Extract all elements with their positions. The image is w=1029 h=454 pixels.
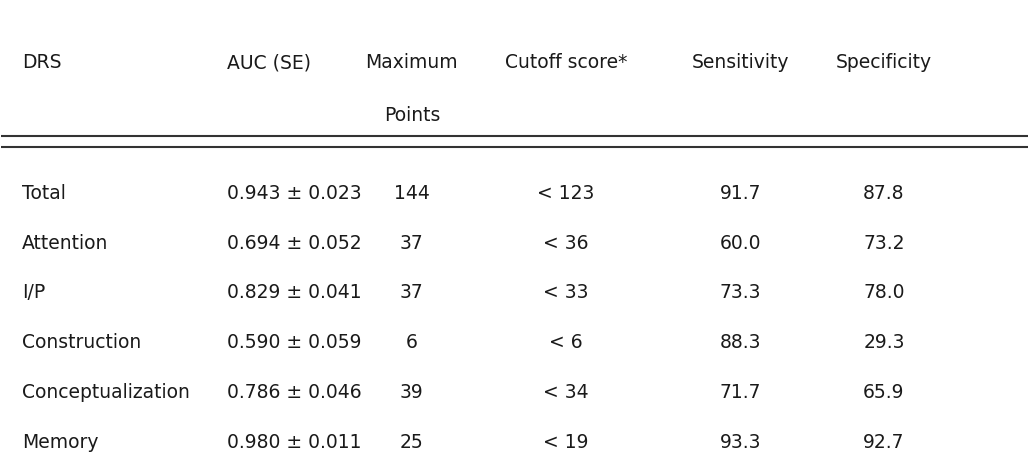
Text: Points: Points [384,105,440,124]
Text: 87.8: 87.8 [863,184,904,202]
Text: < 123: < 123 [537,184,595,202]
Text: 6: 6 [405,333,418,352]
Text: Total: Total [22,184,66,202]
Text: Construction: Construction [22,333,141,352]
Text: < 34: < 34 [543,383,589,402]
Text: 73.2: 73.2 [863,233,904,252]
Text: 71.7: 71.7 [719,383,761,402]
Text: Attention: Attention [22,233,108,252]
Text: Sensitivity: Sensitivity [691,54,789,73]
Text: 0.829 ± 0.041: 0.829 ± 0.041 [227,283,362,302]
Text: AUC (SE): AUC (SE) [227,54,311,73]
Text: 93.3: 93.3 [719,433,761,452]
Text: Memory: Memory [22,433,99,452]
Text: Cutoff score*: Cutoff score* [504,54,627,73]
Text: < 36: < 36 [543,233,589,252]
Text: < 33: < 33 [543,283,589,302]
Text: 65.9: 65.9 [863,383,904,402]
Text: 60.0: 60.0 [719,233,761,252]
Text: 78.0: 78.0 [863,283,904,302]
Text: 25: 25 [400,433,424,452]
Text: 73.3: 73.3 [719,283,761,302]
Text: I/P: I/P [22,283,45,302]
Text: 0.943 ± 0.023: 0.943 ± 0.023 [227,184,362,202]
Text: < 19: < 19 [543,433,589,452]
Text: Maximum: Maximum [365,54,458,73]
Text: 37: 37 [400,233,424,252]
Text: 0.590 ± 0.059: 0.590 ± 0.059 [227,333,361,352]
Text: 0.980 ± 0.011: 0.980 ± 0.011 [227,433,361,452]
Text: Specificity: Specificity [836,54,932,73]
Text: < 6: < 6 [549,333,582,352]
Text: Conceptualization: Conceptualization [22,383,189,402]
Text: 39: 39 [400,383,424,402]
Text: 91.7: 91.7 [719,184,761,202]
Text: 29.3: 29.3 [863,333,904,352]
Text: 37: 37 [400,283,424,302]
Text: 0.786 ± 0.046: 0.786 ± 0.046 [227,383,362,402]
Text: 88.3: 88.3 [719,333,761,352]
Text: 0.694 ± 0.052: 0.694 ± 0.052 [227,233,362,252]
Text: 92.7: 92.7 [863,433,904,452]
Text: DRS: DRS [22,54,62,73]
Text: 144: 144 [394,184,430,202]
